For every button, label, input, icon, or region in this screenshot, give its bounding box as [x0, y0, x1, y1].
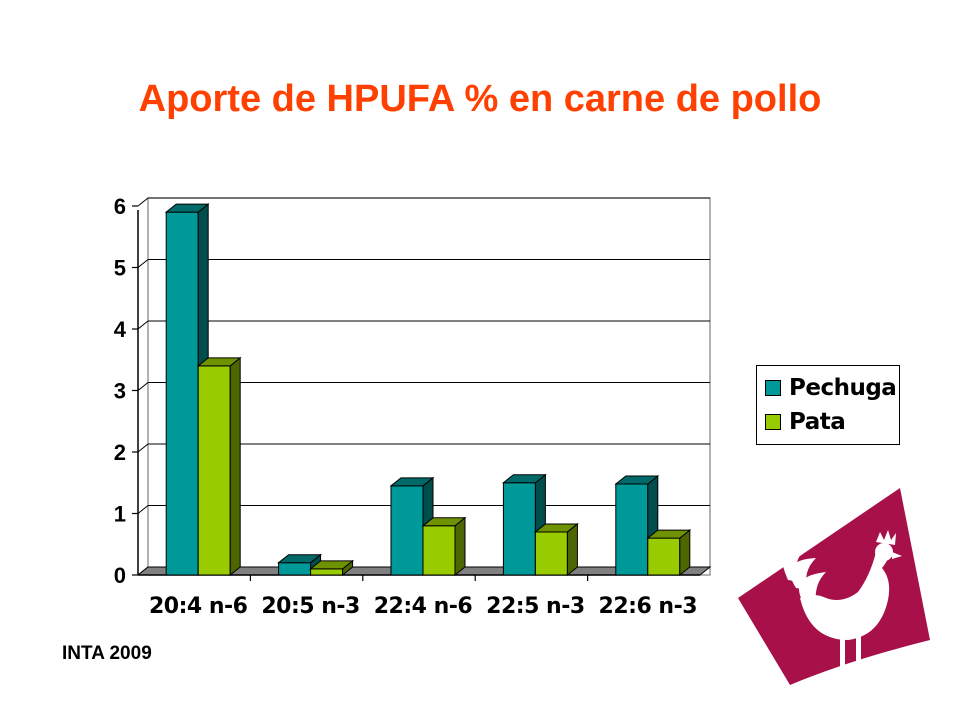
- gridline-slant: [137, 443, 149, 453]
- y-tick-label: 2: [114, 440, 126, 465]
- bar-front: [422, 525, 456, 576]
- gridline-slant: [137, 259, 149, 268]
- legend-item-pata: Pata: [765, 409, 846, 435]
- chart-legend: Pechuga Pata: [756, 365, 900, 445]
- bar-side: [229, 356, 241, 577]
- x-tick-label: 22:6 n-3: [599, 594, 697, 619]
- legend-item-pechuga: Pechuga: [765, 375, 897, 401]
- bar-pata-3: [533, 522, 579, 577]
- bar-pata-4: [646, 529, 692, 577]
- bar-pata-0: [196, 356, 242, 577]
- bar-front: [165, 211, 199, 576]
- x-tick-label: 22:5 n-3: [486, 594, 584, 619]
- label-layer: 0 1 2 3 4 5 6 20:4 n-6 20:5 n-3 22:4 n-6 22:5 n-3 2…: [114, 194, 698, 619]
- bar-top: [164, 203, 210, 213]
- legend-label-pata: Pata: [789, 409, 846, 435]
- bar-top: [196, 357, 242, 367]
- gridline-slant: [137, 320, 149, 330]
- y-tick-label: 1: [114, 502, 126, 527]
- legend-swatch-pata: [765, 414, 781, 430]
- chart-title: Aporte de HPUFA % en carne de pollo: [138, 78, 822, 120]
- bar-pata-1: [309, 559, 355, 577]
- x-tick-label: 20:4 n-6: [149, 594, 248, 619]
- bar-front: [278, 562, 312, 576]
- bar-top: [389, 477, 435, 487]
- bar-front: [647, 537, 681, 576]
- bar-front: [534, 531, 568, 576]
- bar-front: [615, 483, 649, 576]
- y-tick-label: 3: [114, 379, 126, 404]
- bar-top: [533, 523, 579, 533]
- gridline-slant: [137, 505, 149, 514]
- bar-top: [277, 554, 323, 564]
- source-note: INTA 2009: [62, 643, 152, 664]
- bar-front: [310, 568, 344, 576]
- legend-swatch-pechuga: [765, 380, 781, 396]
- bar-front: [197, 365, 231, 576]
- x-tick-label: 20:5 n-3: [261, 594, 359, 619]
- legend-label-pechuga: Pechuga: [789, 375, 897, 401]
- bars-layer: [164, 203, 692, 577]
- bar-side: [566, 522, 578, 577]
- rooster-logo-icon: [738, 488, 930, 685]
- bar-top: [501, 474, 547, 484]
- y-tick-label: 5: [114, 256, 126, 281]
- y-tick-label: 6: [114, 194, 126, 219]
- gridline-slant: [137, 382, 149, 391]
- bar-top: [646, 529, 692, 539]
- bar-front: [390, 485, 424, 576]
- bar-top: [614, 475, 660, 485]
- bar-pata-2: [421, 516, 467, 577]
- bar-front: [502, 482, 536, 576]
- bar-top: [309, 560, 355, 570]
- x-tick-label: 22:4 n-6: [374, 594, 473, 619]
- bar-pechuga-0: [164, 203, 210, 577]
- y-tick-label: 4: [114, 317, 127, 342]
- gridline-slant: [137, 197, 149, 207]
- bar-side: [454, 516, 466, 577]
- y-tick-label: 0: [114, 563, 126, 588]
- bar-top: [421, 517, 467, 527]
